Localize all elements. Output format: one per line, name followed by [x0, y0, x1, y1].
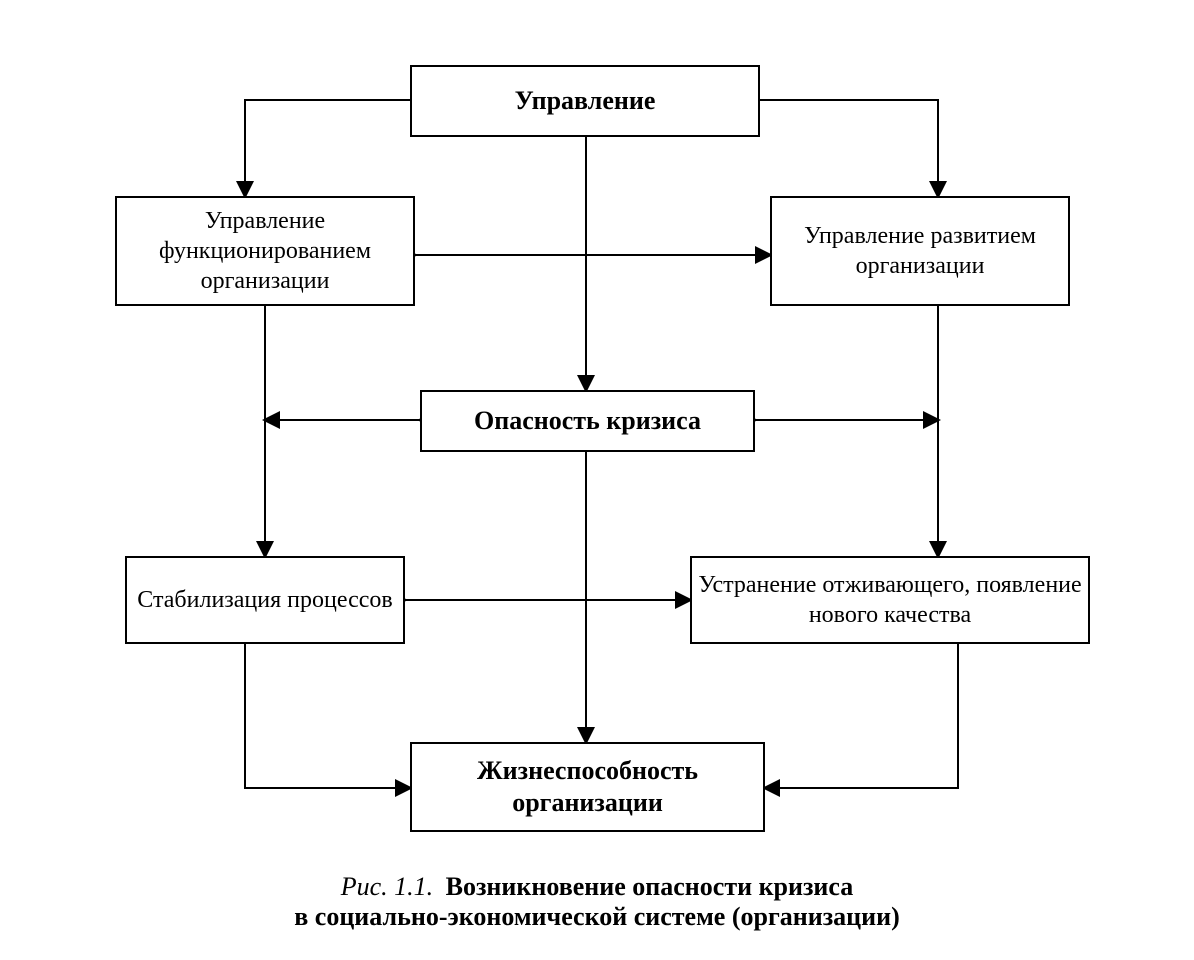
- node-label: Управление: [515, 85, 656, 118]
- caption-line-1: Рис. 1.1. Возникновение опасности кризис…: [0, 872, 1194, 902]
- node-stabilization: Стабилизация процессов: [125, 556, 405, 644]
- flowchart-diagram: Управление Управление функционированием …: [0, 0, 1194, 960]
- node-label: Устранение отживающего, появление нового…: [692, 570, 1088, 630]
- caption-prefix: Рис. 1.1.: [341, 872, 433, 901]
- node-viability: Жизнеспособность организации: [410, 742, 765, 832]
- caption-line-2: в социально-экономической системе (орган…: [0, 902, 1194, 932]
- node-label: Управление функционированием организации: [117, 206, 413, 296]
- node-crisis-danger: Опасность кризиса: [420, 390, 755, 452]
- node-label: Жизнеспособность организации: [412, 755, 763, 820]
- edge-e12: [765, 644, 958, 788]
- node-elimination-renewal: Устранение отживающего, появление нового…: [690, 556, 1090, 644]
- edge-e11: [245, 644, 410, 788]
- figure-caption: Рис. 1.1. Возникновение опасности кризис…: [0, 872, 1194, 932]
- node-management: Управление: [410, 65, 760, 137]
- node-functioning-management: Управление функционированием организации: [115, 196, 415, 306]
- node-label: Стабилизация процессов: [137, 585, 392, 615]
- caption-text-1: Возникновение опасности кризиса: [446, 872, 854, 901]
- node-label: Опасность кризиса: [474, 405, 701, 438]
- node-development-management: Управление развитием организации: [770, 196, 1070, 306]
- edge-e1: [245, 100, 410, 196]
- edge-e2: [760, 100, 938, 196]
- node-label: Управление развитием организации: [772, 221, 1068, 281]
